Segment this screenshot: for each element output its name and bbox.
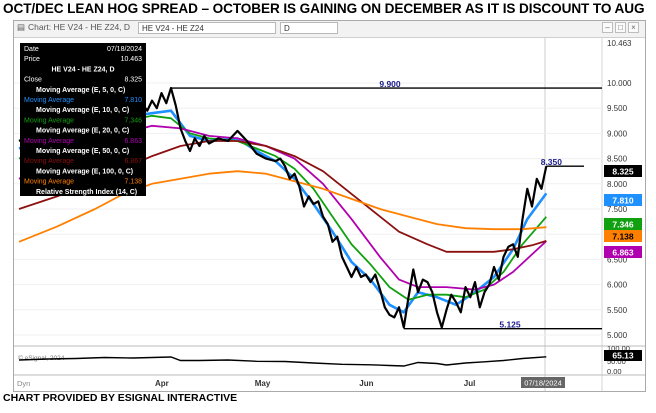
- hline-label: 9.900: [379, 79, 401, 89]
- price-tick-label: 9.000: [607, 129, 628, 138]
- info-value: 8.325: [124, 77, 142, 84]
- price-badge: [604, 246, 642, 258]
- symbol-input[interactable]: HE V24 - HE Z24: [138, 22, 276, 34]
- price-tick-label: 9.500: [607, 104, 628, 113]
- price-tick-label: 6.500: [607, 255, 628, 264]
- rsi-tick: 50.00: [607, 357, 626, 366]
- price-line: [18, 86, 548, 329]
- info-panel-bg: [20, 43, 146, 196]
- info-study: Moving Average (E, 20, 0, C): [36, 128, 129, 135]
- headline: OCT/DEC LEAN HOG SPREAD – OCTOBER IS GAI…: [3, 1, 645, 16]
- watermark: © eSignal, 2024: [18, 354, 65, 362]
- info-study: Moving Average (E, 100, 0, C): [36, 168, 133, 175]
- hline-label: 8.350: [541, 157, 563, 167]
- info-label: Price: [24, 56, 40, 63]
- price-badge: [604, 165, 642, 177]
- info-label: Moving Average: [24, 158, 74, 165]
- info-value: 6.863: [124, 138, 142, 145]
- price-tick-label: 7.500: [607, 205, 628, 214]
- rsi-line: [18, 356, 547, 367]
- maximize-button[interactable]: □: [615, 22, 626, 33]
- info-label: Moving Average: [24, 117, 74, 124]
- price-tick-label: 8.000: [607, 180, 628, 189]
- price-badge-text: 8.325: [612, 167, 634, 177]
- info-value: 10.463: [121, 56, 143, 63]
- info-label: Moving Average: [24, 179, 74, 186]
- price-badge-text: 6.863: [612, 248, 634, 258]
- price-series: [18, 86, 548, 329]
- info-value: 7.138: [124, 179, 142, 186]
- month-label: May: [255, 379, 271, 388]
- price-badge: [604, 218, 642, 230]
- info-study: Moving Average (E, 5, 0, C): [36, 87, 125, 94]
- chart-window: ▤ Chart: HE V24 - HE Z24, D HE V24 - HE …: [13, 20, 646, 392]
- top-price-label: 10.463: [607, 39, 632, 48]
- price-tick-label: 10.000: [607, 79, 632, 88]
- chart-title-bar[interactable]: ▤ Chart: HE V24 - HE Z24, D HE V24 - HE …: [14, 21, 645, 38]
- month-label: Apr: [155, 379, 169, 388]
- close-button[interactable]: ×: [628, 22, 639, 33]
- rsi-tick: 100.00: [607, 344, 630, 353]
- info-label: Date: [24, 46, 39, 53]
- footer-credit: CHART PROVIDED BY ESIGNAL INTERACTIVE: [3, 392, 238, 404]
- price-badges: 8.325 7.810 7.346 7.138 6.863: [604, 165, 642, 258]
- cursor-date-text: 07/18/2024: [524, 379, 562, 388]
- price-tick-label: 6.000: [607, 281, 628, 290]
- price-badge-text: 7.346: [612, 220, 634, 230]
- info-study: Relative Strength Index (14, C): [36, 189, 137, 196]
- price-badge-text: 7.810: [612, 196, 634, 206]
- chart-canvas[interactable]: 5.0005.5006.0006.5007.0007.5008.0008.500…: [14, 38, 645, 391]
- ma-line-ema5: [18, 109, 548, 314]
- price-badge: [604, 230, 642, 242]
- price-tick-label: 8.500: [607, 155, 628, 164]
- info-label: Moving Average: [24, 138, 74, 145]
- info-label: Moving Average: [24, 97, 74, 104]
- interval-select[interactable]: D: [280, 22, 338, 34]
- info-label: Close: [24, 77, 42, 84]
- time-axis: Apr May Jun Jul Dyn 07/18/2024: [17, 377, 565, 388]
- info-study: Moving Average (E, 50, 0, C): [36, 148, 129, 155]
- window-icon: ▤: [17, 22, 26, 32]
- month-label: Jun: [359, 379, 373, 388]
- minimize-button[interactable]: –: [602, 22, 613, 33]
- price-tick-label: 5.500: [607, 306, 628, 315]
- info-panel: Date 07/18/2024 Price 10.463 HE V24 - HE Z24…: [20, 43, 146, 196]
- info-study: Moving Average (E, 10, 0, C): [36, 107, 129, 114]
- hline-label: 5.125: [499, 320, 521, 330]
- month-label: Jul: [464, 379, 476, 388]
- ma-line-ema20: [18, 124, 547, 291]
- price-tick-label: 5.000: [607, 331, 628, 340]
- price-badge: [604, 194, 642, 206]
- corner-label: Dyn: [17, 379, 30, 388]
- info-value: 7.810: [124, 97, 142, 104]
- rsi-badge-text: 65.13: [612, 351, 634, 361]
- info-symbol: HE V24 - HE Z24, D: [51, 66, 114, 73]
- rsi-badge: [604, 350, 642, 361]
- info-value: 6.867: [124, 158, 142, 165]
- info-value: 07/18/2024: [107, 46, 142, 53]
- rsi-panel: © eSignal, 2024 100.00 50.000.00 65.13: [18, 344, 642, 376]
- cursor-date-badge: [521, 377, 565, 388]
- rsi-tick: 0.00: [607, 367, 622, 376]
- info-value: 7.346: [124, 117, 142, 124]
- chart-title: Chart: HE V24 - HE Z24, D: [28, 22, 131, 32]
- horizontal-lines: 9.900 5.125 8.350: [171, 79, 602, 330]
- price-badge-text: 7.138: [612, 232, 634, 242]
